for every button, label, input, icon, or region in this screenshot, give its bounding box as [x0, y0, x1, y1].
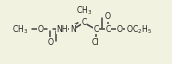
Text: $\mathregular{CH_3}$: $\mathregular{CH_3}$	[76, 5, 92, 17]
Text: C: C	[105, 25, 111, 34]
Text: O: O	[37, 25, 43, 34]
Text: O: O	[105, 12, 111, 21]
Text: O: O	[117, 25, 123, 34]
Text: O: O	[47, 38, 53, 47]
Text: NH: NH	[56, 25, 68, 34]
Text: C: C	[81, 18, 87, 27]
Text: Cl: Cl	[92, 38, 100, 47]
Text: $\mathregular{OC_2H_5}$: $\mathregular{OC_2H_5}$	[126, 23, 152, 36]
Text: C: C	[93, 25, 99, 34]
Text: N: N	[70, 25, 76, 34]
Text: $\mathregular{CH_3}$: $\mathregular{CH_3}$	[13, 23, 29, 36]
